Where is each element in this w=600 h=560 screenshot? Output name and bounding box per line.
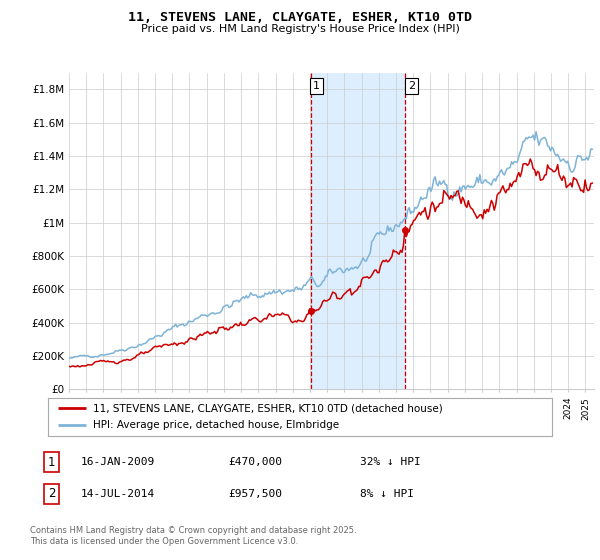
Text: 2: 2 [48,487,56,501]
Text: 2: 2 [408,81,415,91]
Bar [311,73,406,389]
Text: 11, STEVENS LANE, CLAYGATE, ESHER, KT10 0TD: 11, STEVENS LANE, CLAYGATE, ESHER, KT10 … [128,11,472,24]
Text: 16-JAN-2009: 16-JAN-2009 [81,457,155,467]
Text: Contains HM Land Registry data © Crown copyright and database right 2025.
This d: Contains HM Land Registry data © Crown c… [30,526,356,546]
Text: 32% ↓ HPI: 32% ↓ HPI [360,457,421,467]
Text: 1: 1 [313,81,320,91]
Text: Price paid vs. HM Land Registry's House Price Index (HPI): Price paid vs. HM Land Registry's House … [140,24,460,34]
Text: £470,000: £470,000 [228,457,282,467]
Text: 11, STEVENS LANE, CLAYGATE, ESHER, KT10 0TD (detached house): 11, STEVENS LANE, CLAYGATE, ESHER, KT10 … [94,403,443,413]
Text: £957,500: £957,500 [228,489,282,499]
Text: 1: 1 [48,455,56,469]
Text: 8% ↓ HPI: 8% ↓ HPI [360,489,414,499]
Text: 14-JUL-2014: 14-JUL-2014 [81,489,155,499]
Text: HPI: Average price, detached house, Elmbridge: HPI: Average price, detached house, Elmb… [94,421,340,431]
